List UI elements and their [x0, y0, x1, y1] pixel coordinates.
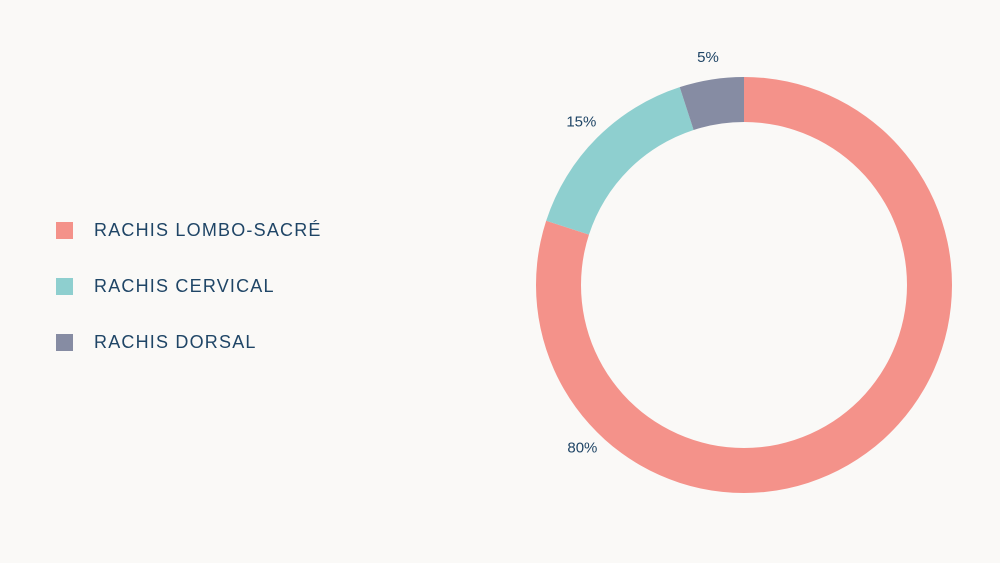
legend-swatch-lombo-sacre: [56, 221, 73, 239]
legend-label-lombo-sacre: RACHIS LOMBO-SACRÉ: [94, 219, 322, 240]
legend-label-dorsal: RACHIS DORSAL: [94, 331, 257, 352]
legend-item-lombo-sacre: RACHIS LOMBO-SACRÉ: [56, 214, 322, 246]
slice-label-dorsal: 5%: [697, 49, 719, 66]
slice-label-cervical: 15%: [566, 113, 596, 130]
legend-label-cervical: RACHIS CERVICAL: [94, 275, 275, 296]
slice-dorsal: [679, 77, 744, 130]
slice-label-lombo-sacre: 80%: [567, 440, 597, 457]
legend-item-cervical: RACHIS CERVICAL: [56, 270, 322, 302]
legend-item-dorsal: RACHIS DORSAL: [56, 326, 322, 358]
legend-swatch-dorsal: [56, 333, 73, 351]
legend-swatch-cervical: [56, 277, 73, 295]
chart-legend: RACHIS LOMBO-SACRÉ RACHIS CERVICAL RACHI…: [56, 214, 322, 382]
slice-cervical: [546, 87, 694, 235]
